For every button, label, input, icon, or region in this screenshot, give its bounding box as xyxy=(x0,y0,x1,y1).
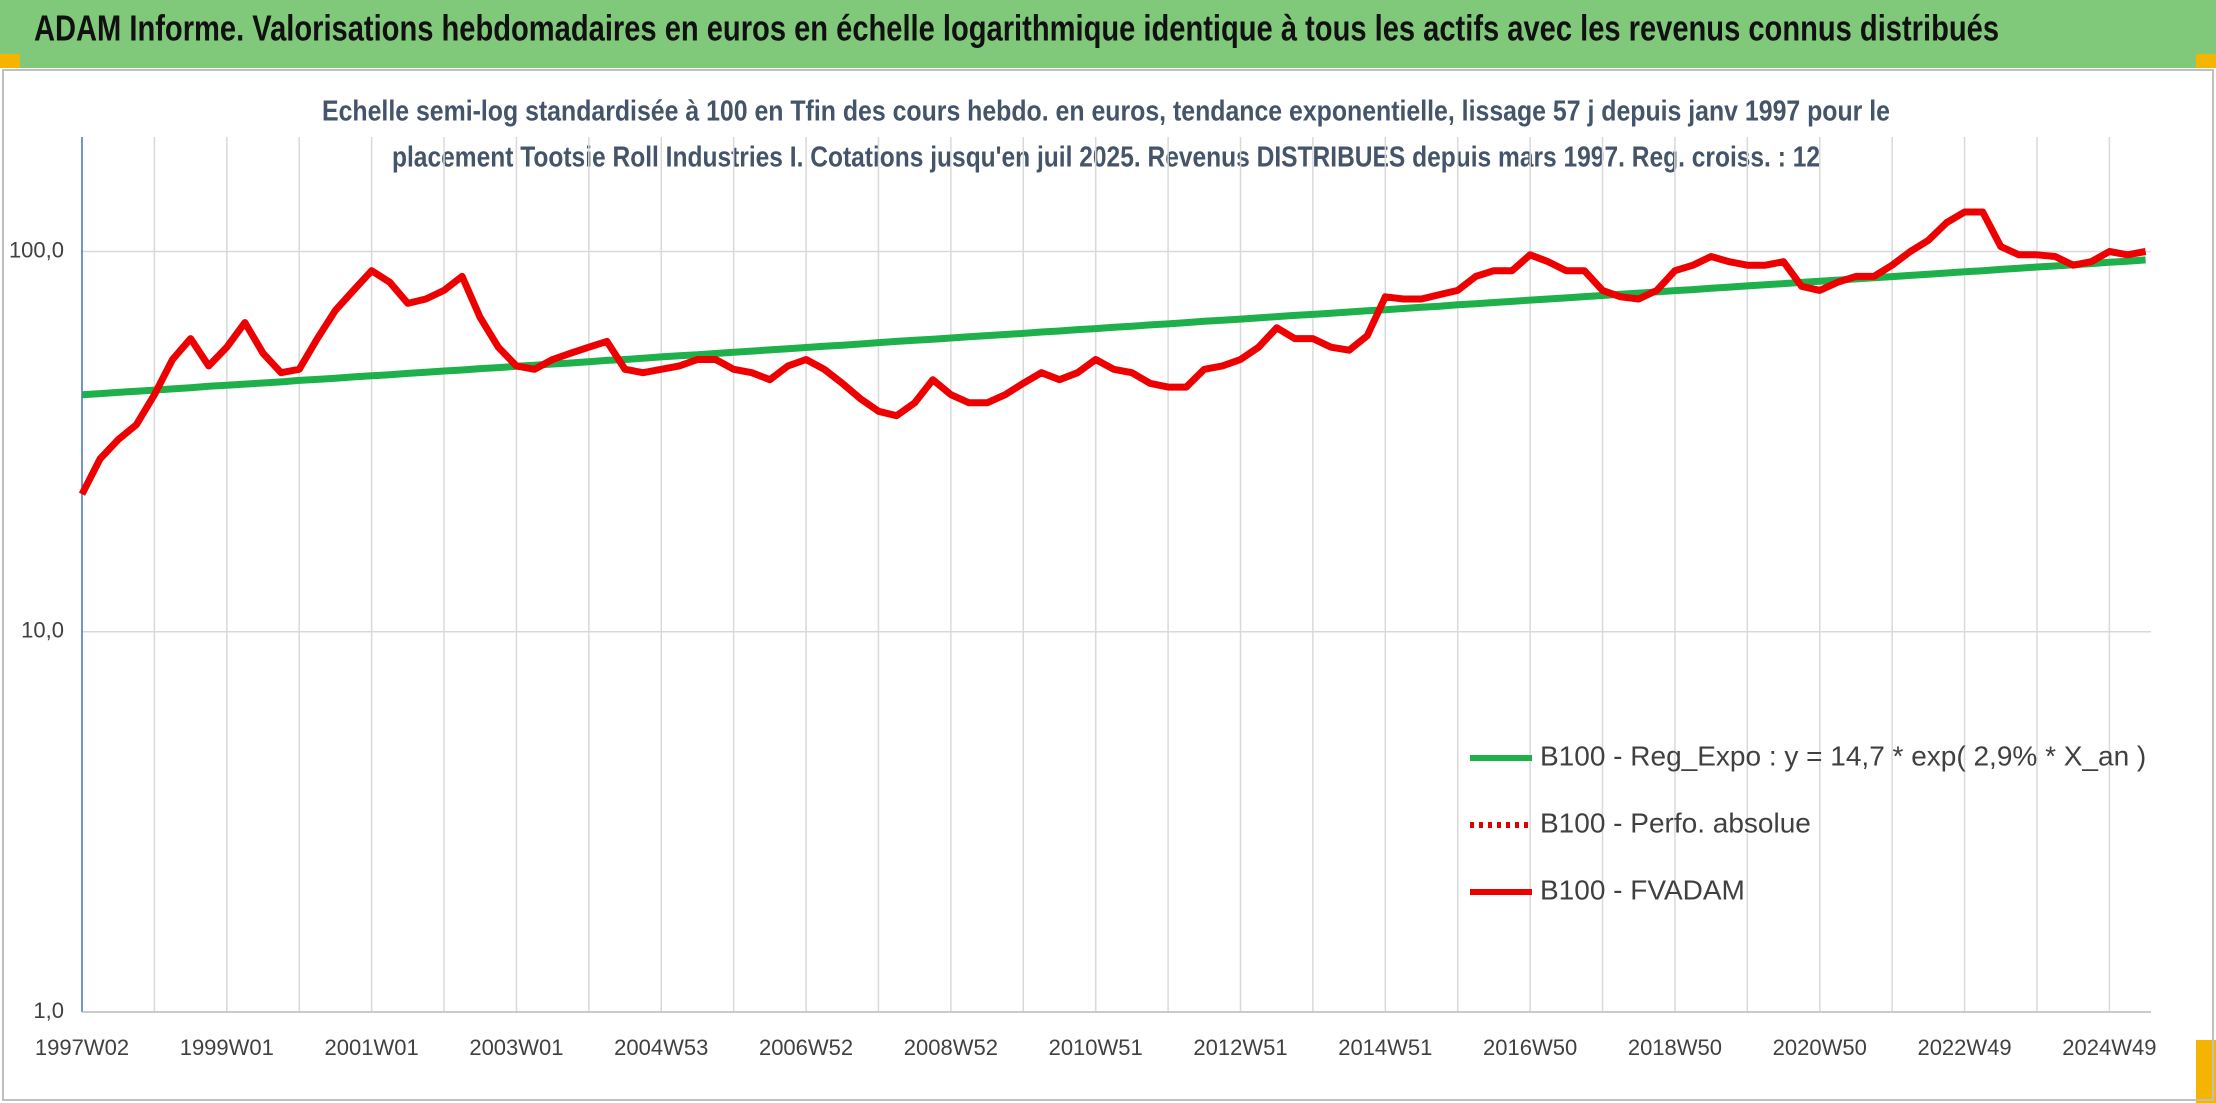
legend-label: B100 - Perfo. absolue xyxy=(1540,807,1811,838)
frame xyxy=(2,69,2214,1101)
corner xyxy=(2196,54,2216,68)
header-title: ADAM Informe. Valorisations hebdomadaire… xyxy=(34,8,1999,49)
x-tick-label: 2018W50 xyxy=(1628,1035,1722,1060)
x-tick-label: 2014W51 xyxy=(1338,1035,1432,1060)
chart-subtitle: placement Tootsie Roll Industries I. Cot… xyxy=(392,142,1820,174)
corner xyxy=(2196,1040,2216,1103)
series-line xyxy=(78,208,2147,496)
x-tick-label: 2008W52 xyxy=(904,1035,998,1060)
x-tick-label: 2010W51 xyxy=(1049,1035,1143,1060)
header-bar xyxy=(0,0,2216,68)
x-tick-label: 1997W02 xyxy=(35,1035,129,1060)
x-tick-label: 2016W50 xyxy=(1483,1035,1577,1060)
chart-subtitle: Echelle semi-log standardisée à 100 en T… xyxy=(322,96,1890,128)
x-tick-label: 1999W01 xyxy=(180,1035,274,1060)
x-tick-label: 2020W50 xyxy=(1773,1035,1867,1060)
y-tick-label: 10,0 xyxy=(21,618,64,643)
x-tick-label: 2004W53 xyxy=(614,1035,708,1060)
plot: 1,0 10,0 100,0 1997W02 1999W01 2001W01 2003W01… xyxy=(9,137,2156,1060)
legend-label: B100 - FVADAM xyxy=(1540,874,1745,905)
legend-label: B100 - Reg_Expo : y = 14,7 * exp( 2,9% *… xyxy=(1540,740,2146,771)
x-tick-label: 2012W51 xyxy=(1193,1035,1287,1060)
x-tick-label: 2001W01 xyxy=(325,1035,419,1060)
x-tick-label: 2024W49 xyxy=(2062,1035,2156,1060)
y-tick-label: 1,0 xyxy=(33,998,64,1023)
x-tick-label: 2022W49 xyxy=(1917,1035,2011,1060)
corner xyxy=(0,54,20,68)
y-tick-label: 100,0 xyxy=(9,237,64,262)
x-tick-label: 2006W52 xyxy=(759,1035,853,1060)
x-tick-label: 2003W01 xyxy=(469,1035,563,1060)
